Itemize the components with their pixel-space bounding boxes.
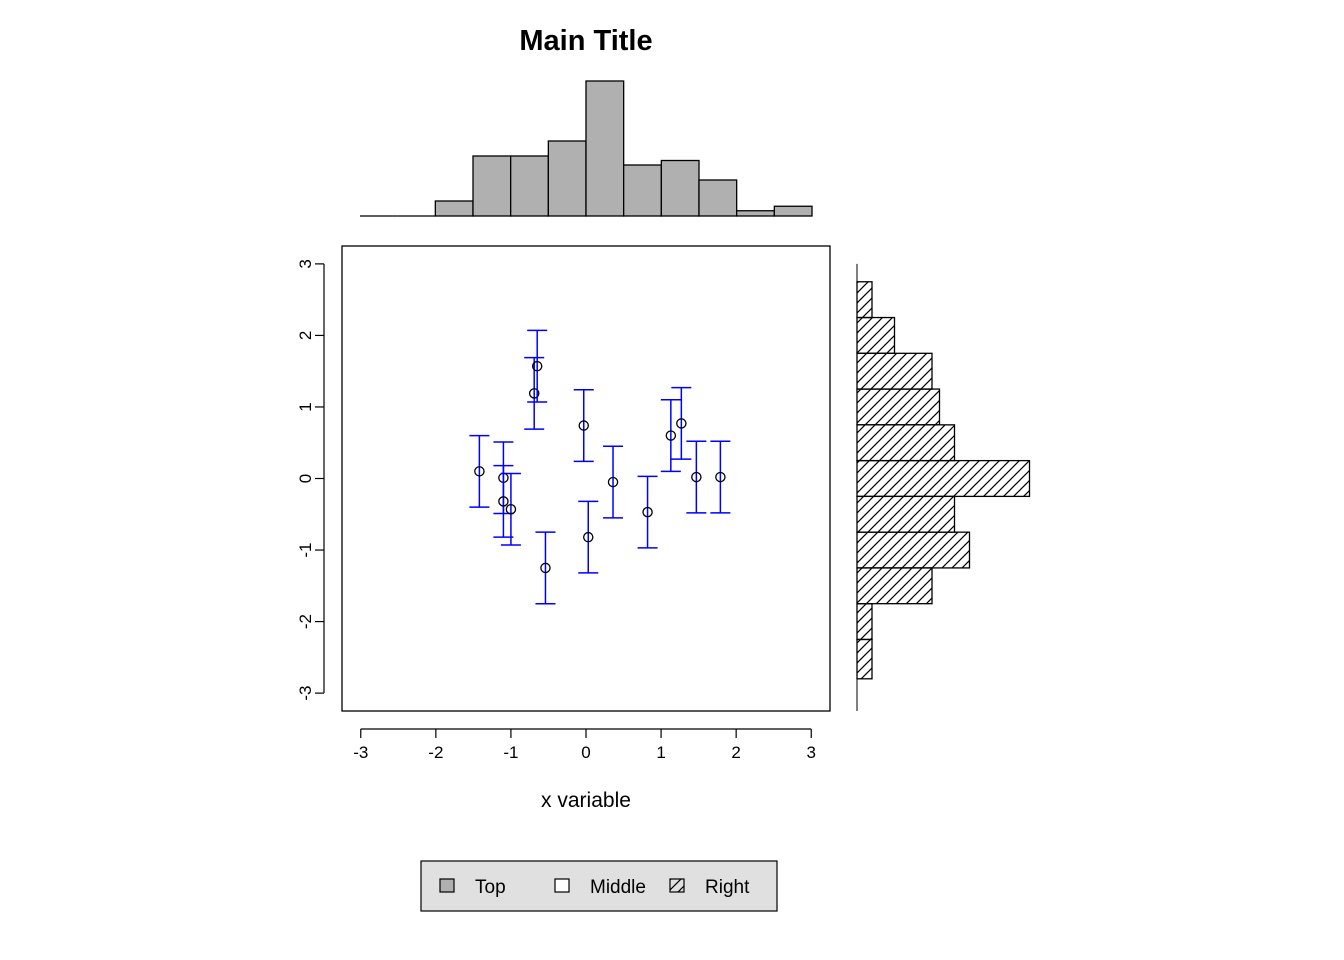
legend-box bbox=[420, 860, 778, 912]
point-marker bbox=[642, 506, 653, 518]
right-hist-bar bbox=[856, 281, 873, 319]
top-hist-bar bbox=[585, 80, 625, 217]
x-axis-label: x variable bbox=[541, 789, 631, 812]
y-tick-label: -3 bbox=[296, 686, 315, 701]
top-hist-bar bbox=[736, 210, 775, 217]
point-marker bbox=[691, 471, 702, 483]
data-point bbox=[671, 386, 692, 460]
data-point bbox=[637, 475, 658, 549]
data-point bbox=[493, 464, 514, 538]
point-marker bbox=[528, 388, 540, 399]
top-hist-bar bbox=[623, 164, 662, 217]
y-tick-label: -2 bbox=[296, 614, 315, 629]
point-marker bbox=[498, 496, 509, 507]
plot-area-frame bbox=[341, 245, 831, 712]
x-tick-label: 3 bbox=[806, 743, 815, 762]
legend-swatch bbox=[439, 878, 455, 893]
top-hist-bar bbox=[698, 179, 738, 217]
point-marker bbox=[583, 531, 594, 543]
data-point bbox=[527, 329, 548, 403]
right-histogram bbox=[856, 263, 1031, 711]
scatter-points bbox=[469, 329, 731, 605]
legend-label: Top bbox=[475, 877, 506, 898]
legend-swatch bbox=[554, 878, 570, 893]
legend-label: Middle bbox=[590, 877, 646, 898]
chart-title: Main Title bbox=[519, 25, 652, 57]
point-marker bbox=[505, 504, 517, 515]
point-marker bbox=[531, 360, 543, 372]
point-marker bbox=[540, 562, 551, 574]
x-tick-label: 2 bbox=[731, 743, 740, 762]
right-hist-bar bbox=[856, 459, 1031, 498]
top-hist-bar bbox=[660, 159, 700, 217]
y-tick-label: 2 bbox=[296, 331, 315, 340]
x-axis: -3 -2 -1 0 1 2 3 bbox=[353, 728, 816, 762]
x-tick-label: -2 bbox=[428, 743, 443, 762]
point-marker bbox=[578, 420, 589, 431]
x-tick-label: 1 bbox=[656, 743, 665, 762]
top-hist-bar bbox=[547, 140, 587, 217]
legend-swatch bbox=[669, 878, 685, 893]
right-hist-bar bbox=[856, 638, 873, 680]
right-hist-bar bbox=[856, 388, 941, 426]
top-hist-bar bbox=[434, 200, 474, 217]
data-point bbox=[660, 399, 681, 473]
top-hist-bar bbox=[472, 155, 512, 217]
right-hist-bar bbox=[856, 495, 956, 533]
right-hist-bar bbox=[856, 603, 873, 641]
data-point bbox=[573, 389, 594, 463]
point-marker bbox=[607, 476, 619, 488]
y-tick-label: 0 bbox=[296, 474, 315, 483]
x-tick-label: -3 bbox=[353, 743, 368, 762]
top-hist-bar bbox=[510, 155, 549, 217]
legend: Top Middle Right bbox=[420, 860, 778, 912]
data-point bbox=[469, 434, 490, 508]
top-histogram bbox=[360, 80, 813, 217]
point-marker bbox=[715, 471, 726, 483]
data-point bbox=[578, 500, 599, 574]
legend-label: Right bbox=[705, 877, 750, 898]
right-hist-bar bbox=[856, 531, 971, 569]
y-tick-label: -1 bbox=[296, 542, 315, 557]
data-point bbox=[710, 440, 731, 514]
legend-item: Middle bbox=[554, 877, 646, 898]
point-marker bbox=[665, 430, 677, 441]
x-tick-label: 0 bbox=[581, 743, 590, 762]
point-marker bbox=[474, 466, 485, 477]
y-tick-label: 3 bbox=[296, 259, 315, 268]
point-marker bbox=[676, 418, 687, 429]
data-point bbox=[686, 440, 707, 514]
data-point bbox=[603, 445, 624, 519]
data-point bbox=[535, 531, 556, 605]
y-axis: -3 -2 -1 0 1 2 3 bbox=[296, 259, 325, 701]
right-hist-bar bbox=[856, 316, 896, 354]
right-hist-bar bbox=[856, 424, 956, 462]
data-point bbox=[500, 472, 521, 546]
legend-item: Top bbox=[439, 877, 506, 898]
legend-item: Right bbox=[669, 877, 750, 898]
x-tick-label: -1 bbox=[503, 743, 518, 762]
right-hist-bar bbox=[856, 567, 933, 605]
top-hist-bar bbox=[773, 205, 813, 217]
y-tick-label: 1 bbox=[296, 402, 315, 411]
right-hist-bar bbox=[856, 352, 933, 390]
